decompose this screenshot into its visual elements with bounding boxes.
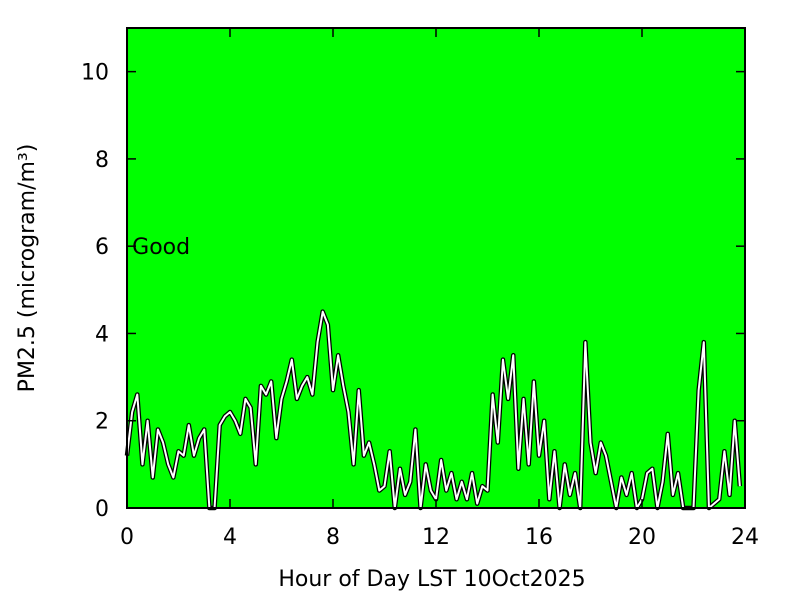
y-tick-label: 6 — [95, 235, 109, 260]
x-axis-label: Hour of Day LST 10Oct2025 — [278, 567, 585, 592]
y-tick-label: 0 — [95, 497, 109, 522]
x-tick-label: 20 — [628, 525, 656, 550]
x-tick-label: 0 — [120, 525, 134, 550]
y-tick-label: 4 — [95, 322, 109, 347]
x-tick-label: 24 — [731, 525, 759, 550]
annotation: Good — [132, 235, 190, 260]
x-tick-label: 8 — [326, 525, 340, 550]
plot-background — [127, 28, 745, 508]
x-tick-label: 4 — [223, 525, 237, 550]
x-tick-label: 12 — [422, 525, 450, 550]
y-tick-label: 8 — [95, 148, 109, 173]
y-axis-label: PM2.5 (microgram/m³) — [15, 144, 40, 393]
y-tick-label: 10 — [81, 61, 109, 86]
line — [126, 310, 741, 509]
y-tick-label: 2 — [95, 410, 109, 435]
x-tick-label: 16 — [525, 525, 553, 550]
